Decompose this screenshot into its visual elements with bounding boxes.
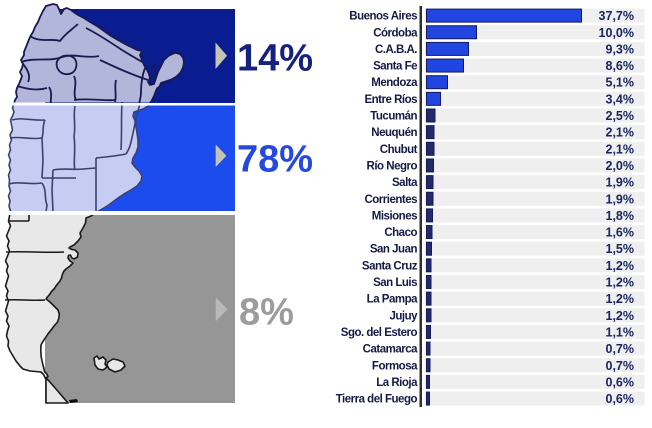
svg-text:1,2%: 1,2% — [606, 292, 635, 306]
svg-text:Mendoza: Mendoza — [371, 77, 418, 89]
svg-text:C.A.B.A.: C.A.B.A. — [375, 44, 417, 56]
svg-text:1,2%: 1,2% — [606, 259, 635, 273]
svg-text:1,5%: 1,5% — [606, 242, 635, 256]
svg-text:La Pampa: La Pampa — [367, 294, 418, 306]
svg-text:10,0%: 10,0% — [599, 26, 634, 40]
svg-text:Catamarca: Catamarca — [363, 344, 418, 356]
svg-text:0,7%: 0,7% — [606, 342, 635, 356]
svg-text:37,7%: 37,7% — [599, 9, 634, 23]
svg-text:1,9%: 1,9% — [606, 176, 635, 190]
svg-text:9,3%: 9,3% — [606, 42, 635, 56]
svg-text:1,2%: 1,2% — [606, 309, 635, 323]
svg-text:2,0%: 2,0% — [606, 159, 635, 173]
svg-text:Chubut: Chubut — [380, 144, 418, 156]
svg-text:Misiones: Misiones — [372, 210, 417, 222]
svg-text:8,6%: 8,6% — [606, 59, 635, 73]
svg-text:Jujuy: Jujuy — [389, 310, 418, 322]
svg-text:2,1%: 2,1% — [606, 126, 635, 140]
svg-text:Salta: Salta — [392, 177, 418, 189]
svg-text:0,7%: 0,7% — [606, 359, 635, 373]
svg-text:1,8%: 1,8% — [606, 209, 635, 223]
svg-text:0,6%: 0,6% — [606, 392, 635, 406]
svg-text:3,4%: 3,4% — [606, 92, 635, 106]
svg-text:Formosa: Formosa — [372, 360, 418, 372]
svg-text:14%: 14% — [237, 38, 313, 80]
svg-text:0,6%: 0,6% — [606, 375, 635, 389]
svg-text:Corrientes: Corrientes — [364, 194, 417, 206]
svg-text:2,1%: 2,1% — [606, 142, 635, 156]
svg-text:Chaco: Chaco — [384, 227, 417, 239]
svg-text:Neuquén: Neuquén — [371, 127, 417, 139]
svg-text:Santa Cruz: Santa Cruz — [362, 260, 418, 272]
svg-text:1,1%: 1,1% — [606, 325, 635, 339]
svg-text:1,2%: 1,2% — [606, 276, 635, 290]
svg-text:San Juan: San Juan — [370, 244, 418, 256]
svg-text:2,5%: 2,5% — [606, 109, 635, 123]
svg-text:Córdoba: Córdoba — [373, 27, 418, 39]
svg-text:1,9%: 1,9% — [606, 192, 635, 206]
svg-text:La Rioja: La Rioja — [376, 377, 418, 389]
svg-text:Sgo. del Estero: Sgo. del Estero — [341, 327, 418, 339]
svg-text:Buenos Aires: Buenos Aires — [349, 11, 417, 23]
svg-text:Entre Ríos: Entre Ríos — [364, 94, 417, 106]
svg-text:Río Negro: Río Negro — [367, 160, 418, 172]
svg-text:Santa Fe: Santa Fe — [373, 61, 417, 73]
svg-text:8%: 8% — [239, 292, 294, 334]
svg-text:1,6%: 1,6% — [606, 226, 635, 240]
svg-text:Tierra del Fuego: Tierra del Fuego — [336, 394, 418, 406]
svg-text:San Luis: San Luis — [373, 277, 417, 289]
svg-text:Tucumán: Tucumán — [370, 111, 417, 123]
svg-text:5,1%: 5,1% — [606, 76, 635, 90]
svg-text:78%: 78% — [237, 139, 313, 181]
